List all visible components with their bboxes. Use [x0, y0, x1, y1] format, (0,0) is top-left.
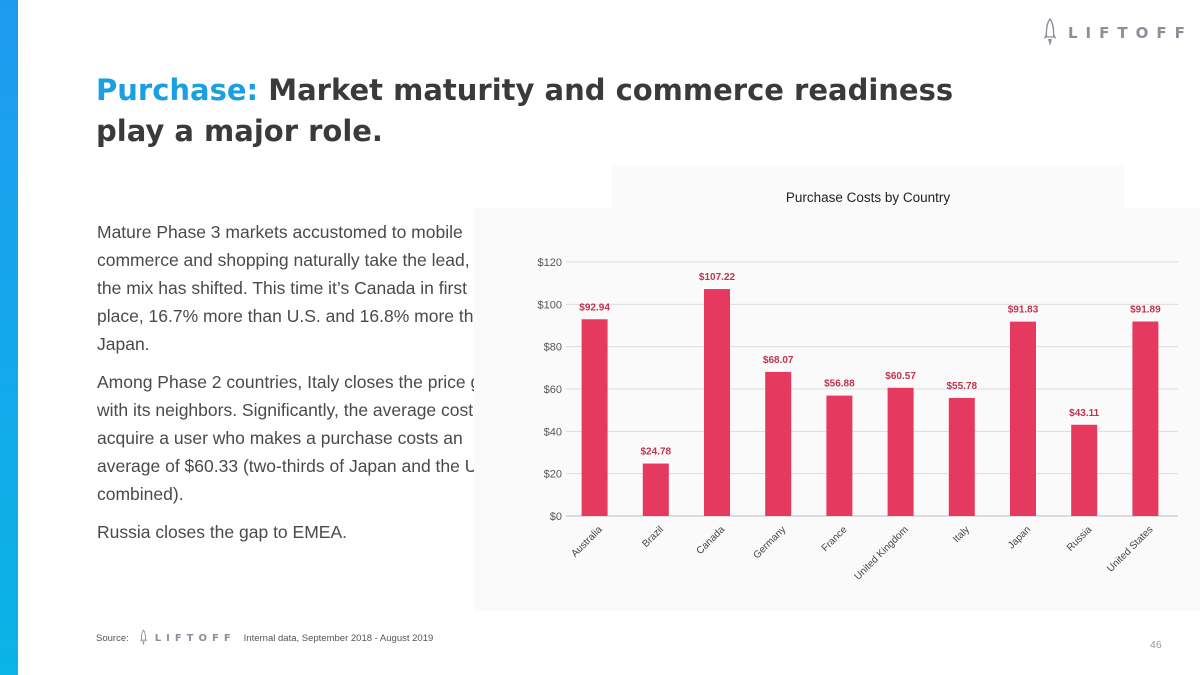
bar: [581, 319, 608, 516]
source-liftoff-logo: LIFTOFF: [139, 628, 236, 648]
logo-wordmark: LIFTOFF: [1068, 24, 1193, 42]
bar: [1132, 321, 1159, 516]
bar: [826, 395, 853, 516]
data-label: $92.94: [579, 302, 610, 313]
data-label: $56.88: [824, 379, 855, 390]
slide-title: Purchase: Market maturity and commerce r…: [96, 70, 996, 152]
bar: [642, 463, 669, 516]
bar: [765, 371, 792, 516]
data-label: $68.07: [763, 355, 794, 366]
x-tick-label: United States: [1105, 524, 1155, 574]
left-accent-stripe: [0, 0, 18, 675]
rocket-icon: [1043, 18, 1057, 46]
source-label: Source:: [96, 632, 129, 644]
data-label: $60.57: [885, 371, 916, 382]
body-paragraph-2: Among Phase 2 countries, Italy closes th…: [97, 372, 500, 504]
data-label: $91.89: [1130, 304, 1161, 315]
bar: [948, 397, 975, 516]
source-line: Source: LIFTOFF Internal data, September…: [96, 628, 433, 648]
source-text: Internal data, September 2018 - August 2…: [243, 632, 434, 644]
x-tick-label: Russia: [1065, 524, 1095, 554]
body-paragraph-3: Russia closes the gap to EMEA.: [97, 522, 347, 542]
source-logo-wordmark: LIFTOFF: [154, 632, 236, 644]
body-paragraph-1: Mature Phase 3 markets accustomed to mob…: [97, 222, 499, 354]
bar: [887, 387, 914, 516]
y-tick-label: $80: [544, 342, 562, 354]
data-label: $107.22: [699, 272, 736, 283]
x-tick-label: France: [820, 524, 850, 554]
bar: [1071, 424, 1098, 516]
y-tick-label: $100: [538, 299, 562, 311]
x-tick-label: Germany: [751, 524, 788, 561]
x-tick-label: Brazil: [640, 524, 665, 549]
purchase-costs-bar-chart: $0 $20 $40 $60 $80 $100 $120 $92.94 Australia $24…: [538, 257, 1178, 582]
x-tick-label: Australia: [569, 524, 605, 560]
y-tick-label: $20: [544, 469, 562, 481]
page-number: 46: [1150, 639, 1162, 651]
liftoff-logo: LIFTOFF: [1042, 18, 1193, 48]
data-label: $24.78: [641, 447, 672, 458]
x-tick-label: Italy: [951, 524, 972, 545]
bar: [1010, 321, 1036, 516]
x-tick-label: United Kingdom: [853, 524, 911, 582]
slide-title-accent: Purchase:: [96, 73, 259, 107]
slide-title-rest: Market maturity and commerce readiness p…: [96, 73, 954, 148]
chart-title-background: [612, 166, 1124, 224]
chart-title: Purchase Costs by Country: [785, 190, 951, 205]
data-label: $43.11: [1069, 408, 1099, 419]
data-label: $55.78: [947, 381, 978, 392]
body-text: Mature Phase 3 markets accustomed to mob…: [97, 218, 517, 556]
y-tick-label: $0: [550, 511, 562, 523]
rocket-icon: [139, 629, 147, 646]
x-tick-label: Canada: [695, 524, 728, 557]
y-tick-label: $120: [538, 257, 562, 269]
data-label: $91.83: [1008, 305, 1039, 316]
y-tick-label: $40: [544, 426, 562, 438]
y-tick-label: $60: [544, 384, 562, 396]
bar: [704, 289, 730, 516]
x-tick-label: Japan: [1006, 524, 1033, 551]
